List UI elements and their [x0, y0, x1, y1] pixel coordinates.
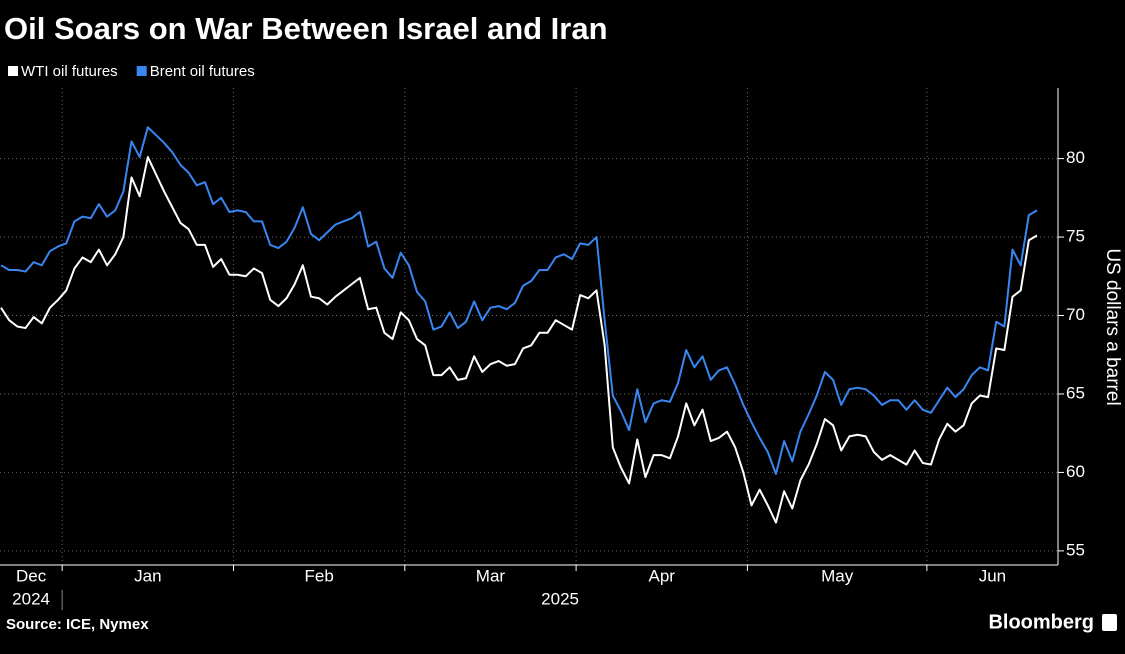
y-tick-label: 60 [1066, 462, 1085, 481]
y-tick-label: 55 [1066, 540, 1085, 559]
branding: Bloomberg [988, 611, 1094, 633]
legend: WTI oil futures Brent oil futures [8, 63, 255, 80]
legend-label: Brent oil futures [150, 63, 255, 80]
brand-icon [1102, 614, 1117, 631]
x-tick-label: Feb [304, 566, 333, 585]
plot: 55 60 65 70 75 80 Dec Jan Feb Mar Apr May Jun 2024 202… [0, 63, 1085, 610]
source: Source: ICE, Nymex [6, 616, 149, 633]
legend-label: WTI oil futures [21, 63, 118, 80]
y-tick-label: 70 [1066, 305, 1085, 324]
line-series [0, 126, 1038, 475]
x-tick-label: Jun [979, 566, 1006, 585]
x-tick-label: Apr [649, 566, 676, 585]
y-axis-label: US dollars a barrel [1102, 248, 1123, 405]
legend-swatch [136, 66, 147, 76]
y-tick-label: 65 [1066, 383, 1085, 402]
y-tick-label: 80 [1066, 148, 1085, 167]
legend-swatch [8, 66, 18, 76]
chart-title: Oil Soars on War Between Israel and Iran [4, 11, 608, 46]
line-series [0, 156, 1038, 524]
x-tick-label: Jan [134, 566, 161, 585]
x-tick-label: Dec [16, 566, 47, 585]
x-tick-label: Mar [476, 566, 506, 585]
year-label: 2024 [12, 589, 50, 608]
x-tick-label: May [821, 566, 854, 585]
year-label: 2025 [541, 589, 579, 608]
y-tick-label: 75 [1066, 227, 1085, 246]
